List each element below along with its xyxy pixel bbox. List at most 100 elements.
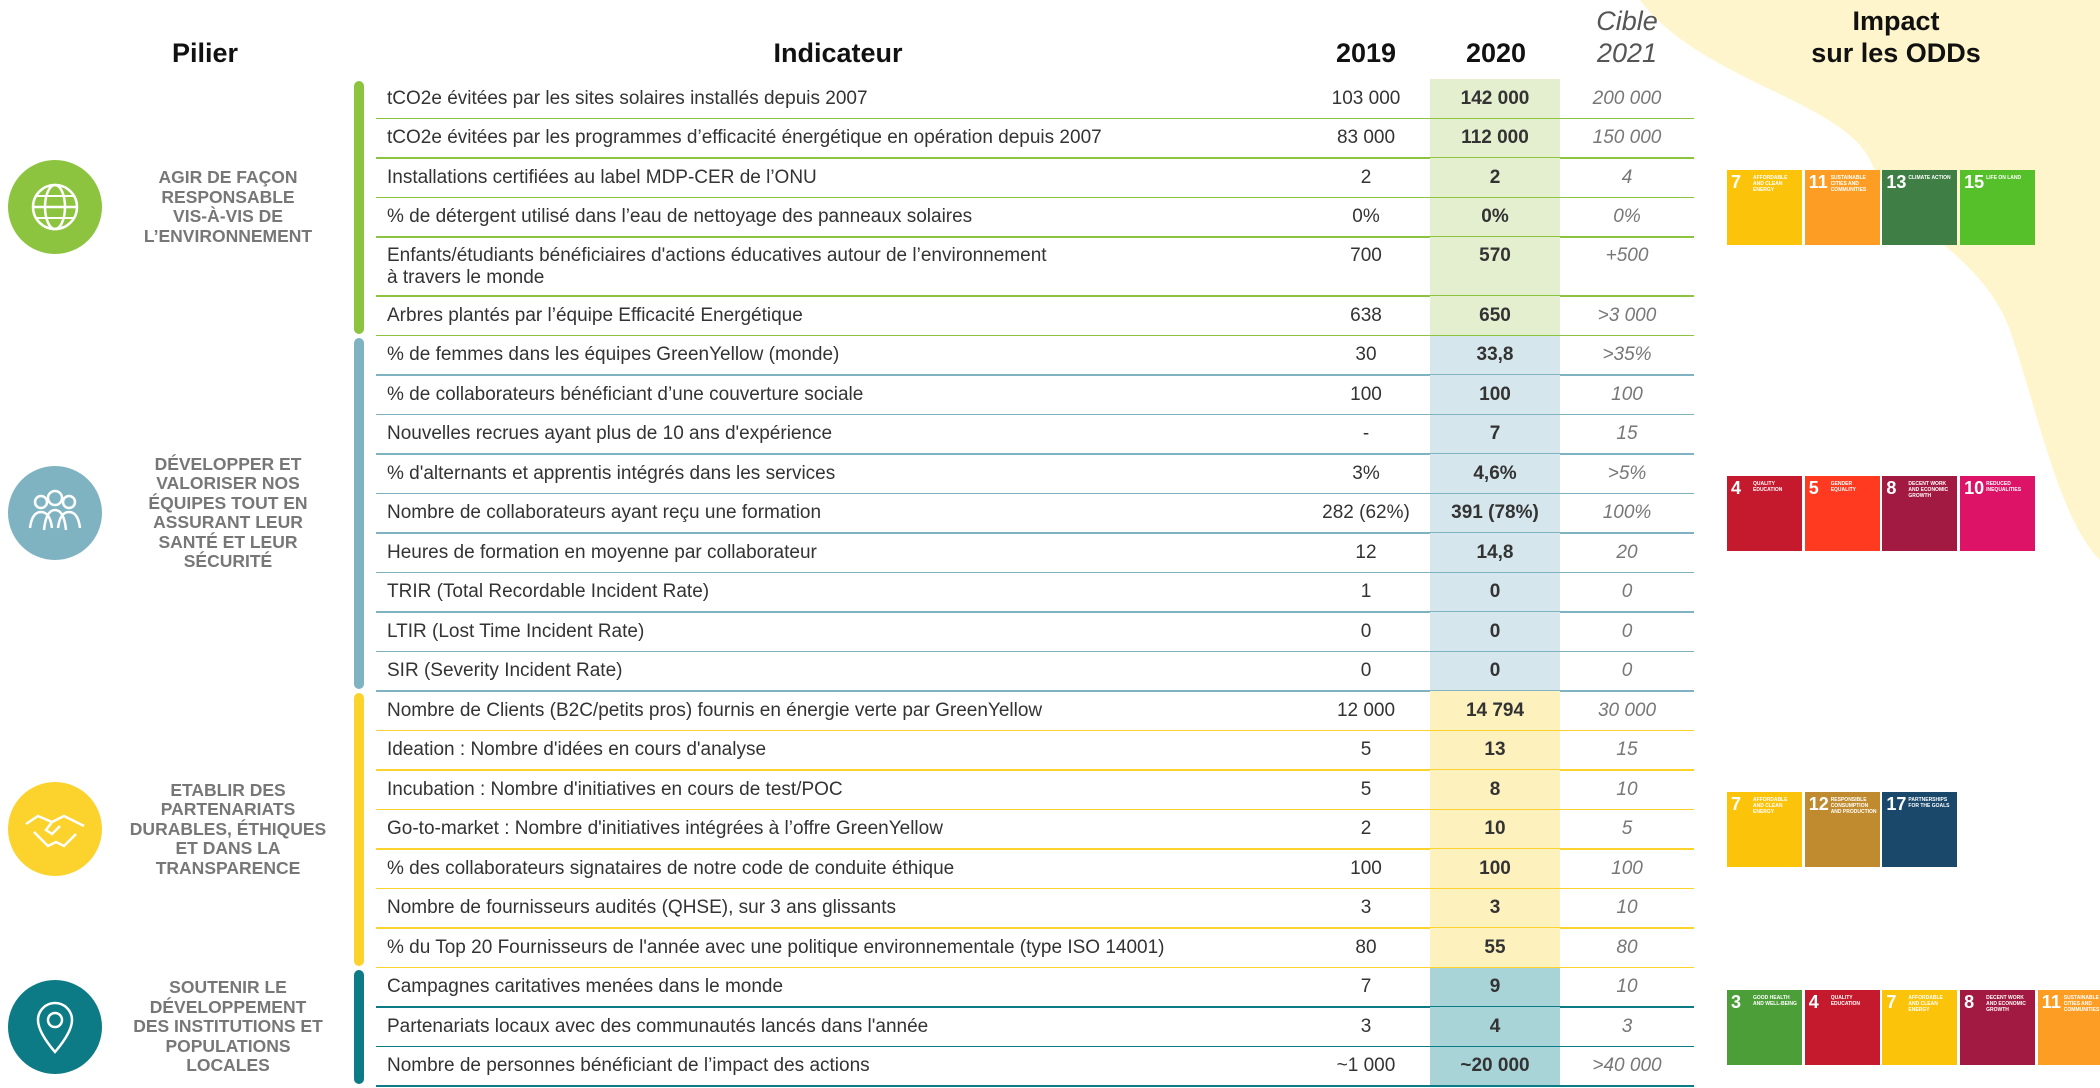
- indicator-line: Campagnes caritatives menées dans le mon…: [387, 976, 784, 998]
- pillar-label-line: AGIR DE FAÇON: [158, 167, 298, 188]
- indicator-line: % de détergent utilisé dans l’eau de net…: [387, 206, 973, 228]
- value-2019: 700: [1350, 245, 1382, 266]
- sdg-icon: 7 AFFORDABLE AND CLEAN ENERGY: [1727, 792, 1802, 868]
- value-2020: 4,6%: [1473, 462, 1517, 484]
- target-2021: 10: [1616, 897, 1638, 919]
- pillar-label: ETABLIR DES PARTENARIATS DURABLES, ÉTHIQUE…: [108, 779, 348, 879]
- indicator-line: Installations certifiées au label MDP-CE…: [387, 166, 817, 188]
- value-2020: 0: [1489, 581, 1501, 603]
- pillar-bar: [354, 81, 364, 334]
- value-2019: 0%: [1352, 206, 1380, 228]
- value-2019: 7: [1360, 976, 1372, 998]
- highlight-cell: [1430, 237, 1560, 296]
- target-2021: 0%: [1613, 206, 1641, 228]
- indicator-line: LTIR (Lost Time Incident Rate): [387, 620, 645, 642]
- highlight-cell: [1430, 197, 1560, 237]
- indicator: % des collaborateurs signataires de notr…: [387, 858, 954, 880]
- target-2021: +500: [1605, 245, 1649, 266]
- indicator: Incubation : Nombre d'initiatives en cou…: [387, 779, 843, 801]
- row-separator: [376, 196, 1694, 198]
- pillar-label-line: ASSURANT LEUR: [153, 512, 303, 533]
- indicator-line: % des collaborateurs signataires de notr…: [387, 857, 955, 879]
- pillar-icon: [8, 782, 102, 877]
- sdg-name: CLIMATE ACTION: [1908, 175, 1951, 182]
- value-2019: 638: [1350, 304, 1382, 326]
- header-impact: Impact: [1852, 6, 1940, 36]
- sdg-icon: 3 GOOD HEALTH AND WELL-BEING: [1727, 989, 1802, 1065]
- highlight-cell: [1430, 1007, 1560, 1047]
- row-separator: [376, 1085, 1694, 1087]
- highlight-cell: [1430, 158, 1560, 198]
- value-2019: 2: [1360, 818, 1372, 840]
- pillar-bar: [354, 337, 364, 689]
- row-separator: [376, 157, 1694, 159]
- sdg-name: SUSTAINABLE CITIES AND COMMUNITIES: [2063, 994, 2100, 1013]
- sdg-number: 7: [1886, 991, 1897, 1012]
- pillar-label-line: DURABLES, ÉTHIQUES: [129, 818, 327, 839]
- sdg-number: 12: [1808, 794, 1829, 815]
- sdg-name: REDUCED INEQUALITIES: [1986, 481, 2022, 494]
- indicator-line: Enfants/étudiants bénéficiaires d'action…: [387, 244, 1047, 266]
- header-target-year: 2021: [1596, 38, 1658, 68]
- value-2020: 3: [1489, 897, 1501, 919]
- row-separator: [376, 374, 1694, 376]
- highlight-cell: [1430, 335, 1560, 375]
- row-separator: [376, 887, 1694, 889]
- indicator: TRIR (Total Recordable Incident Rate): [387, 581, 709, 603]
- target-2021: 20: [1616, 541, 1638, 563]
- row-separator: [376, 1045, 1694, 1047]
- pillar-label-line: RESPONSABLE: [161, 186, 295, 207]
- row-separator: [376, 334, 1694, 336]
- value-2019: 2: [1360, 166, 1372, 188]
- target-2021: 3: [1621, 1015, 1633, 1037]
- indicator: % du Top 20 Fournisseurs de l'année avec…: [387, 937, 1165, 959]
- highlight-cell: [1430, 414, 1560, 454]
- highlight-cell: [1430, 730, 1560, 770]
- highlight-cell: [1430, 79, 1560, 119]
- indicator-line: SIR (Severity Incident Rate): [387, 660, 623, 682]
- pillar-label-line: SANTÉ ET LEUR: [158, 531, 298, 552]
- highlight-cell: [1430, 849, 1560, 889]
- pillar-label-line: DÉVELOPPEMENT: [149, 996, 307, 1017]
- sdg-icon: 4 QUALITY EDUCATION: [1804, 989, 1880, 1065]
- indicator: % de femmes dans les équipes GreenYellow…: [387, 344, 839, 366]
- sdg-icon: 5 GENDER EQUALITY: [1804, 476, 1880, 552]
- indicator-line: % de collaborateurs bénéficiant d’une co…: [387, 383, 864, 405]
- indicator: Installations certifiées au label MDP-CE…: [387, 167, 817, 189]
- value-2019: 12 000: [1336, 699, 1396, 721]
- highlight-cell: [1430, 888, 1560, 928]
- value-2019: 5: [1360, 778, 1372, 800]
- indicator-line: Arbres plantés par l’équipe Efficacité E…: [387, 304, 803, 326]
- row-separator: [376, 532, 1694, 534]
- sdg-name: QUALITY EDUCATION: [1753, 481, 1783, 494]
- target-2021: 200 000: [1592, 87, 1662, 109]
- indicator: % d'alternants et apprentis intégrés dan…: [387, 463, 835, 485]
- indicator-line: % d'alternants et apprentis intégrés dan…: [387, 462, 836, 484]
- row-separator: [376, 571, 1694, 573]
- sdg-number: 8: [1886, 478, 1897, 499]
- pillar-label-line: VIS-À-VIS DE: [173, 206, 283, 227]
- value-2019: 100: [1350, 383, 1382, 405]
- indicator: LTIR (Lost Time Incident Rate): [387, 621, 644, 643]
- value-2019: 80: [1355, 936, 1377, 958]
- row-separator: [376, 690, 1694, 692]
- sdg-icon: 15 LIFE ON LAND: [1960, 170, 2036, 246]
- row-separator: [376, 808, 1694, 810]
- highlight-cell: [1430, 809, 1560, 849]
- value-2020: 55: [1484, 936, 1506, 958]
- target-2021: >40 000: [1592, 1055, 1662, 1077]
- highlight-cell: [1430, 1046, 1560, 1086]
- highlight-cell: [1430, 770, 1560, 810]
- row-separator: [376, 453, 1694, 455]
- icon: [8, 466, 102, 561]
- pillar-label-line: ETABLIR DES: [170, 779, 286, 800]
- sdg-number: 11: [2041, 991, 2061, 1012]
- header-2019: 2019: [1335, 38, 1397, 68]
- row-separator: [376, 650, 1694, 652]
- pillar-label-line: L’ENVIRONNEMENT: [143, 225, 313, 246]
- target-2021: >35%: [1602, 344, 1652, 366]
- pillar-label-line: SÉCURITÉ: [183, 551, 273, 572]
- value-2019: 83 000: [1336, 127, 1396, 149]
- value-2020: 9: [1489, 976, 1501, 998]
- indicator-line: % du Top 20 Fournisseurs de l'année avec…: [387, 936, 1165, 958]
